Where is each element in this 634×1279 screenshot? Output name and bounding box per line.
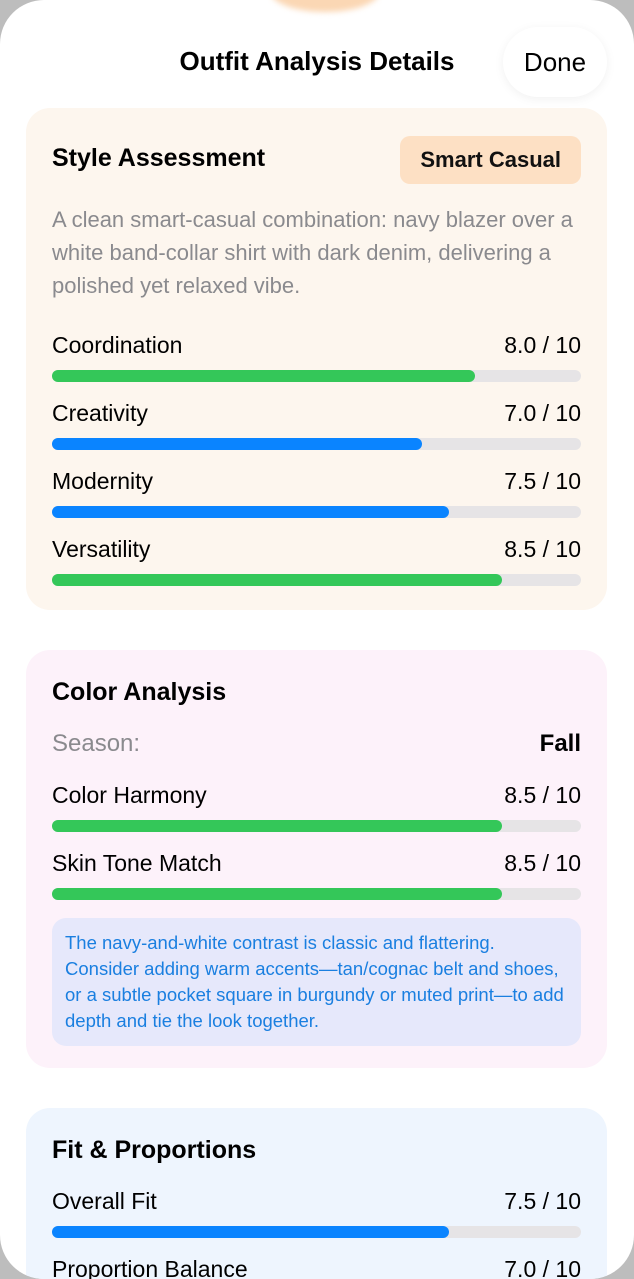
season-row: Season: Fall — [52, 730, 581, 758]
fit-proportions-card: Fit & Proportions Overall Fit 7.5 / 10 Pr… — [26, 1108, 607, 1279]
section-title: Fit & Proportions — [52, 1136, 257, 1164]
progress-fill — [52, 888, 502, 900]
metric-label: Overall Fit — [52, 1188, 157, 1214]
color-analysis-card: Color Analysis Season: Fall Color Harmony… — [26, 650, 607, 1068]
metric-label: Versatility — [52, 536, 151, 562]
metric-overall-fit: Overall Fit 7.5 / 10 — [52, 1188, 581, 1238]
section-title: Style Assessment — [52, 144, 266, 172]
style-badge: Smart Casual — [400, 136, 581, 184]
metric-coordination: Coordination 8.0 / 10 — [52, 332, 581, 382]
season-label: Season: — [52, 730, 141, 757]
progress-fill — [52, 1226, 449, 1238]
metric-label: Creativity — [52, 400, 148, 426]
metric-score: 7.0 / 10 — [504, 400, 581, 426]
metric-score: 8.5 / 10 — [504, 536, 581, 562]
progress-track — [52, 820, 581, 832]
metric-label: Skin Tone Match — [52, 850, 222, 876]
progress-fill — [52, 574, 502, 586]
progress-track — [52, 888, 581, 900]
done-button[interactable]: Done — [503, 27, 607, 97]
season-value: Fall — [539, 730, 581, 757]
metric-creativity: Creativity 7.0 / 10 — [52, 400, 581, 450]
metric-modernity: Modernity 7.5 / 10 — [52, 468, 581, 518]
metric-score: 7.0 / 10 — [504, 1256, 581, 1279]
style-description: A clean smart-casual combination: navy b… — [52, 207, 573, 298]
metric-label: Proportion Balance — [52, 1256, 248, 1279]
progress-fill — [52, 820, 502, 832]
metric-skin-tone-match: Skin Tone Match 8.5 / 10 — [52, 850, 581, 900]
color-advice-note: The navy-and-white contrast is classic a… — [52, 918, 581, 1046]
section-title: Color Analysis — [52, 678, 227, 706]
progress-track — [52, 574, 581, 586]
metric-label: Modernity — [52, 468, 153, 494]
progress-fill — [52, 370, 476, 382]
progress-fill — [52, 438, 423, 450]
progress-track — [52, 506, 581, 518]
style-assessment-card: Style Assessment Smart Casual A clean sm… — [26, 108, 607, 610]
metric-label: Coordination — [52, 332, 183, 358]
metric-score: 8.5 / 10 — [504, 782, 581, 808]
metric-score: 8.5 / 10 — [504, 850, 581, 876]
metric-proportion-balance: Proportion Balance 7.0 / 10 — [52, 1256, 581, 1279]
metric-label: Color Harmony — [52, 782, 207, 808]
progress-fill — [52, 506, 449, 518]
outfit-thumbnail — [270, 0, 380, 12]
metric-versatility: Versatility 8.5 / 10 — [52, 536, 581, 586]
progress-track — [52, 1226, 581, 1238]
metric-color-harmony: Color Harmony 8.5 / 10 — [52, 782, 581, 832]
progress-track — [52, 438, 581, 450]
metric-score: 7.5 / 10 — [504, 1188, 581, 1214]
progress-track — [52, 370, 581, 382]
metric-score: 7.5 / 10 — [504, 468, 581, 494]
page-title: Outfit Analysis Details — [179, 46, 455, 76]
metric-score: 8.0 / 10 — [504, 332, 581, 358]
